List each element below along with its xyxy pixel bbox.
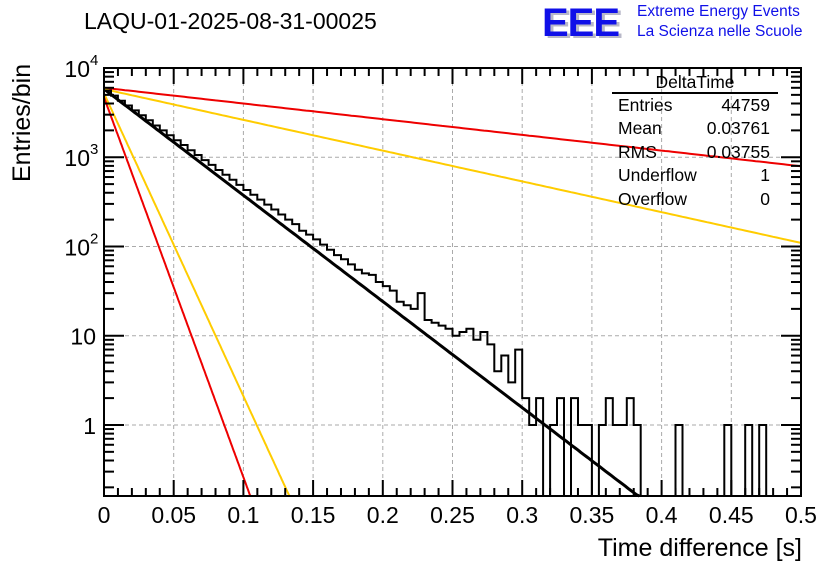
stats-box: DeltaTime Entries 44759 Mean 0.03761 RMS… bbox=[612, 72, 778, 211]
stats-row-underflow: Underflow 1 bbox=[612, 164, 778, 187]
x-tick-label: 0.4 bbox=[646, 502, 678, 528]
chart-title: LAQU-01-2025-08-31-00025 bbox=[84, 8, 377, 34]
y-tick-label: 10 bbox=[64, 145, 90, 171]
x-tick-label: 0.15 bbox=[291, 502, 336, 528]
stats-title: DeltaTime bbox=[612, 72, 778, 94]
fit-curve-steep-red bbox=[103, 96, 252, 497]
x-tick-label: 0.2 bbox=[367, 502, 399, 528]
y-tick-exponent: 4 bbox=[90, 52, 98, 69]
x-tick-label: 0 bbox=[98, 502, 111, 528]
y-tick-label: 1 bbox=[83, 413, 96, 439]
x-tick-label: 0.5 bbox=[785, 502, 817, 528]
stats-label: Overflow bbox=[618, 188, 688, 209]
logo-line1: Extreme Energy Events bbox=[637, 3, 800, 20]
stats-value: 0.03755 bbox=[706, 141, 770, 162]
x-tick-label: 0.3 bbox=[506, 502, 538, 528]
stats-label: Mean bbox=[618, 118, 662, 139]
x-tick-label: 0.35 bbox=[570, 502, 615, 528]
stats-label: Entries bbox=[618, 95, 673, 115]
stats-row-mean: Mean 0.03761 bbox=[612, 117, 778, 140]
stats-value: 44759 bbox=[721, 95, 770, 115]
stats-row-entries: Entries 44759 bbox=[612, 94, 778, 117]
y-tick-exponent: 3 bbox=[90, 141, 98, 158]
stats-row-rms: RMS 0.03755 bbox=[612, 141, 778, 164]
stats-row-overflow: Overflow 0 bbox=[612, 188, 778, 211]
x-tick-label: 0.45 bbox=[709, 502, 754, 528]
x-tick-label: 0.25 bbox=[430, 502, 475, 528]
y-tick-label: 10 bbox=[64, 234, 90, 260]
y-axis-label: Entries/bin bbox=[8, 63, 36, 182]
x-tick-label: 0.1 bbox=[227, 502, 259, 528]
logo-line2: La Scienza nelle Scuole bbox=[637, 23, 803, 40]
y-tick-label: 10 bbox=[70, 324, 96, 350]
fit-curve-steep-yellow bbox=[103, 92, 291, 497]
stats-label: Underflow bbox=[618, 165, 697, 186]
fit-curve-fit bbox=[103, 87, 640, 498]
stats-value: 0 bbox=[760, 188, 770, 209]
logo-mark: EEE bbox=[542, 1, 620, 45]
tick-labels: 0 0.05 0.1 0.15 0.2 0.25 0.3 0.35 0.4 0.45 0.51101… bbox=[64, 52, 817, 528]
axes bbox=[103, 67, 802, 497]
fit-curve-upper-slow-red bbox=[103, 86, 802, 168]
stats-value: 0.03761 bbox=[706, 118, 770, 139]
stats-value: 1 bbox=[760, 165, 770, 186]
y-tick-exponent: 2 bbox=[90, 230, 98, 247]
y-tick-label: 10 bbox=[64, 56, 90, 82]
x-axis-label: Time difference [s] bbox=[597, 534, 802, 562]
x-tick-label: 0.05 bbox=[151, 502, 196, 528]
fit-curve-upper-slow-yellow bbox=[103, 88, 802, 244]
stats-label: RMS bbox=[618, 141, 657, 162]
